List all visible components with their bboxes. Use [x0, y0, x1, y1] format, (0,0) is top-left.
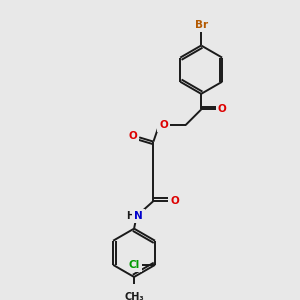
Text: O: O	[170, 196, 179, 206]
Text: H: H	[126, 211, 134, 221]
Text: O: O	[129, 131, 137, 141]
Text: O: O	[218, 104, 226, 115]
Text: N: N	[134, 211, 143, 221]
Text: Cl: Cl	[129, 260, 140, 270]
Text: CH₃: CH₃	[125, 292, 145, 300]
Text: Br: Br	[195, 20, 208, 30]
Text: O: O	[159, 120, 168, 130]
